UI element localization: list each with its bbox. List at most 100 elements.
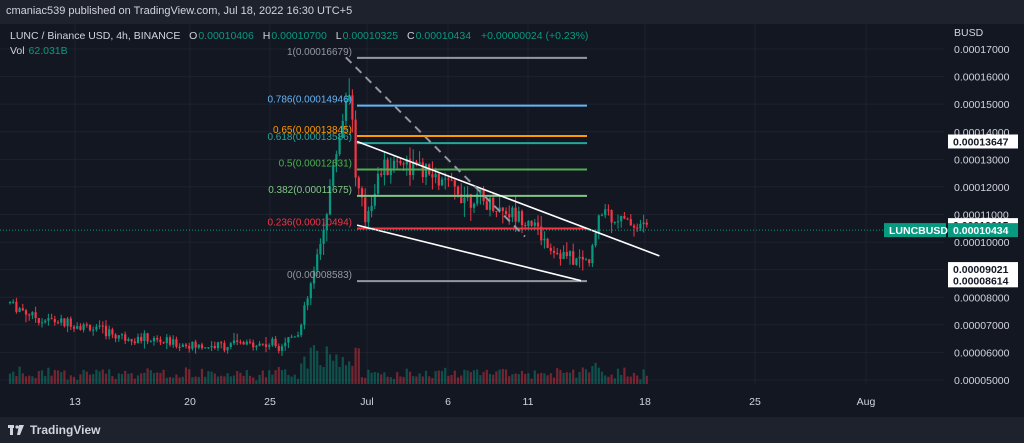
volume-bar	[264, 377, 268, 384]
candle-body	[514, 207, 517, 222]
y-tick-label: 0.00015000	[954, 99, 1010, 111]
x-tick-label: 18	[639, 396, 651, 408]
volume-bar	[389, 377, 392, 384]
candle-body	[60, 318, 63, 323]
candle-body	[200, 344, 204, 349]
volume-bar	[12, 371, 15, 384]
volume-bar	[274, 370, 277, 384]
candle-body	[21, 308, 24, 311]
volume-bar	[40, 370, 44, 384]
candle-body	[178, 346, 181, 348]
volume-bar	[620, 374, 623, 384]
candle-body	[389, 168, 392, 176]
volume-bar	[504, 369, 508, 384]
candle-body	[66, 318, 69, 327]
candle-body	[424, 164, 428, 178]
candle-body	[47, 318, 50, 321]
candle-body	[85, 324, 88, 326]
volume-bar	[312, 345, 316, 384]
x-tick-label: Aug	[857, 396, 876, 408]
candle-body	[485, 201, 488, 210]
volume-bar	[472, 370, 476, 384]
x-tick-label: 11	[523, 396, 534, 408]
candle-body	[149, 341, 152, 343]
price-chart[interactable]: 1(0.00016679) 0.786(0.00014946) 0.65(0.000…	[0, 24, 1024, 417]
volume-bar	[303, 356, 306, 384]
y-tick-label: 0.00007000	[954, 320, 1010, 332]
volume-bar	[354, 347, 357, 384]
volume-bar	[200, 368, 204, 384]
volume-bar	[479, 375, 482, 384]
volume-bar	[220, 375, 223, 384]
candle-body	[575, 258, 578, 265]
volume-bar	[376, 372, 380, 384]
volume-bar	[492, 374, 495, 384]
volume-bar	[527, 373, 530, 384]
volume-bar	[418, 373, 421, 384]
volume-bar	[120, 373, 124, 384]
volume-bar	[485, 369, 488, 384]
volume-bar	[108, 369, 111, 384]
y-tick-label: 0.00008000	[954, 292, 1010, 304]
candle-body	[524, 225, 527, 227]
tradingview-brand: TradingView	[30, 423, 101, 437]
candle-body	[456, 186, 460, 195]
legend-vol: 62.031B	[28, 45, 68, 57]
volume-bar	[309, 347, 312, 384]
candle-body	[120, 334, 124, 336]
tradingview-logo[interactable]: TradingView	[8, 423, 100, 437]
candle-body	[335, 154, 338, 166]
candle-body	[600, 215, 604, 217]
candle-body	[124, 334, 127, 341]
candle-body	[280, 346, 284, 351]
tradingview-logo-icon	[8, 425, 24, 435]
candle-body	[130, 339, 133, 342]
chart-area[interactable]: 1(0.00016679) 0.786(0.00014946) 0.65(0.000…	[0, 24, 1024, 417]
candle-body	[63, 318, 66, 327]
volume-bar	[520, 370, 524, 384]
candle-body	[197, 344, 200, 348]
candle-body	[620, 215, 623, 222]
candle-body	[351, 95, 354, 120]
volume-bar	[607, 376, 610, 384]
candle-body	[101, 325, 104, 327]
legend-close-key: C	[407, 30, 415, 42]
candle-body	[616, 221, 620, 223]
volume-bar	[501, 368, 504, 384]
candle-body	[143, 333, 146, 342]
price-label-box	[948, 273, 1018, 288]
x-tick-label: 20	[184, 396, 196, 408]
fib-level-label: 0(0.00008583)	[287, 270, 352, 281]
candle-body	[191, 341, 194, 349]
candle-body	[376, 173, 380, 194]
legend-symbol[interactable]: LUNC / Binance USD, 4h, BINANCE	[10, 30, 181, 42]
fibonacci-retracement: 1(0.00016679) 0.786(0.00014946) 0.65(0.000…	[267, 47, 587, 283]
candle-body	[232, 340, 236, 344]
volume-bar	[63, 370, 66, 384]
volume-bar	[424, 370, 428, 384]
candle-body	[293, 336, 296, 338]
volume-bar	[562, 372, 565, 384]
volume-bar	[546, 375, 549, 384]
candle-body	[328, 186, 332, 215]
volume-bar	[146, 368, 149, 384]
candle-body	[447, 178, 450, 180]
candle-body	[504, 210, 508, 215]
volume-bar	[159, 372, 162, 384]
candle-body	[290, 336, 293, 338]
volume-bar	[117, 373, 120, 384]
volume-bar	[245, 370, 248, 384]
fib-level-label: 0.786(0.00014946)	[267, 95, 352, 106]
candle-body	[146, 333, 149, 342]
volume-bar	[437, 370, 440, 384]
volume-bar	[31, 376, 34, 384]
candle-body	[492, 197, 495, 211]
candle-body	[69, 318, 72, 327]
candle-body	[629, 219, 632, 226]
volume-bar	[21, 373, 24, 384]
candle-body	[31, 312, 34, 316]
volume-bar	[469, 372, 472, 384]
candle-body	[172, 339, 175, 345]
fib-level-label: 0.382(0.00011675)	[268, 185, 352, 196]
y-tick-label: 0.00005000	[954, 375, 1010, 387]
